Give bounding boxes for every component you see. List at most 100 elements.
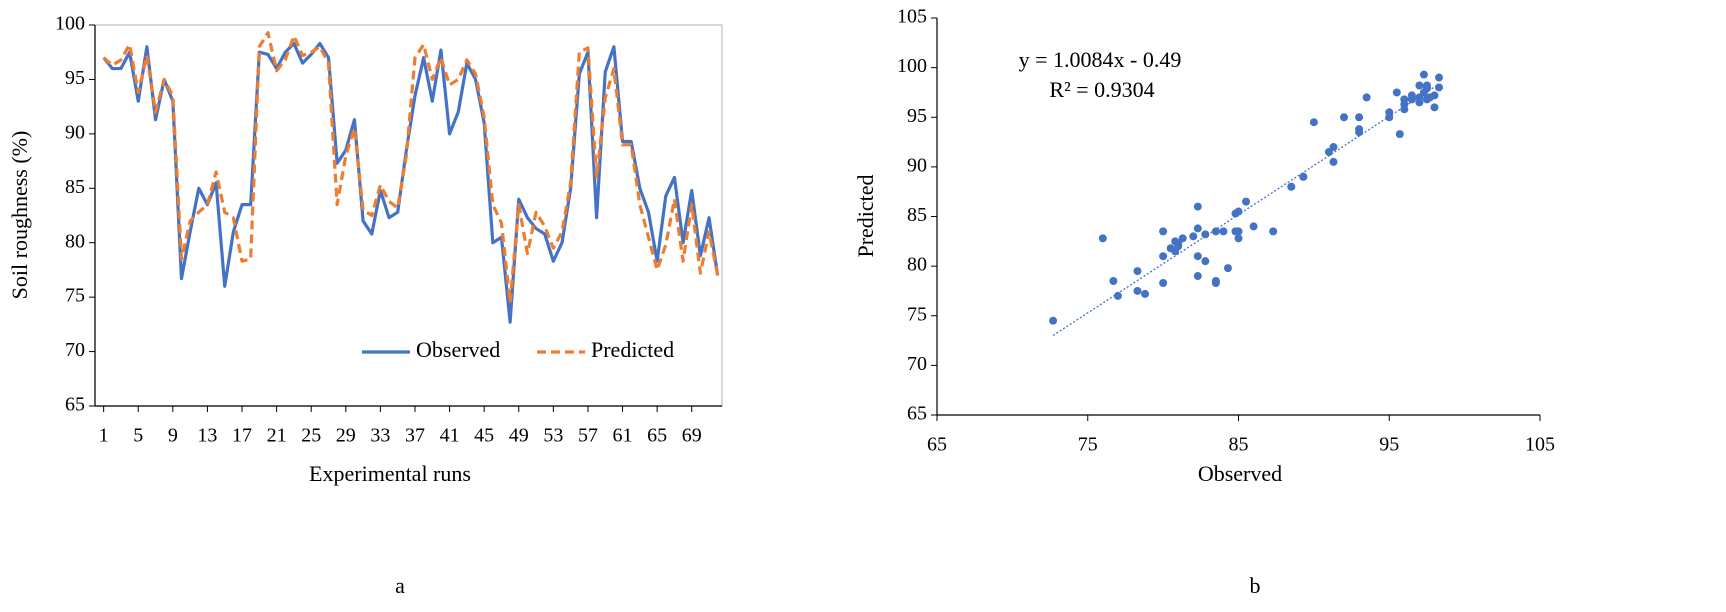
point [1269, 227, 1278, 236]
y-tick-label: 105 [897, 6, 927, 28]
point [1430, 103, 1439, 112]
point [1211, 227, 1220, 236]
x-tick-label: 5 [133, 425, 143, 447]
point [1415, 81, 1424, 90]
x-tick-label: 13 [197, 425, 217, 447]
y-tick-label: 65 [65, 394, 85, 416]
y-tick-label: 75 [65, 285, 85, 307]
x-tick-label: 57 [578, 425, 598, 447]
x-axis-label: Experimental runs [309, 461, 471, 486]
point [1193, 224, 1202, 233]
point [1434, 73, 1443, 82]
point [1133, 267, 1142, 276]
annotation: y = 1.0084x - 0.49 [1019, 47, 1182, 72]
x-tick-label: 21 [267, 425, 287, 447]
point [1193, 202, 1202, 211]
y-tick-label: 95 [907, 105, 927, 127]
point [1141, 289, 1150, 298]
point [1231, 227, 1240, 236]
point [1355, 113, 1364, 122]
point [1189, 232, 1198, 241]
point [1242, 197, 1251, 206]
point [1113, 291, 1122, 300]
point [1395, 130, 1404, 139]
point [1109, 277, 1118, 286]
y-tick-label: 100 [897, 55, 927, 77]
point [1201, 230, 1210, 239]
point [1287, 182, 1296, 191]
point [1299, 172, 1308, 181]
point [1049, 316, 1058, 325]
x-tick-label: 53 [543, 425, 563, 447]
point [1211, 277, 1220, 286]
point [1193, 272, 1202, 281]
point [1362, 93, 1371, 102]
x-tick-label: 37 [405, 425, 425, 447]
y-tick-label: 75 [907, 303, 927, 325]
x-tick-label: 1 [99, 425, 109, 447]
point [1434, 83, 1443, 92]
point [1234, 207, 1243, 216]
x-tick-label: 25 [301, 425, 321, 447]
point [1193, 252, 1202, 261]
point [1159, 227, 1168, 236]
trendline [1052, 83, 1440, 337]
x-tick-label: 45 [474, 425, 494, 447]
x-axis-label: Observed [1198, 461, 1282, 486]
point [1392, 88, 1401, 97]
point [1419, 70, 1428, 79]
point [1400, 105, 1409, 114]
point [1159, 252, 1168, 261]
panel-label: b [1250, 573, 1261, 598]
y-tick-label: 80 [907, 254, 927, 276]
y-tick-label: 100 [55, 13, 85, 35]
point [1385, 108, 1394, 117]
point [1133, 286, 1142, 295]
point [1422, 84, 1431, 93]
x-tick-label: 29 [336, 425, 356, 447]
x-tick-label: 61 [613, 425, 633, 447]
y-tick-label: 80 [65, 230, 85, 252]
y-tick-label: 70 [65, 339, 85, 361]
y-tick-label: 65 [907, 403, 927, 425]
x-tick-label: 49 [509, 425, 529, 447]
x-tick-label: 95 [1379, 434, 1399, 456]
point [1425, 93, 1434, 102]
point [1201, 257, 1210, 266]
x-tick-label: 41 [440, 425, 460, 447]
x-tick-label: 9 [168, 425, 178, 447]
legend-label: Predicted [591, 337, 674, 362]
point [1249, 222, 1258, 231]
series-line [102, 31, 720, 305]
point [1415, 98, 1424, 107]
x-tick-label: 105 [1525, 434, 1555, 456]
y-tick-label: 95 [65, 67, 85, 89]
x-tick-label: 85 [1229, 434, 1249, 456]
point [1234, 234, 1243, 243]
y-tick-label: 85 [65, 176, 85, 198]
series-line [102, 41, 720, 324]
x-tick-label: 65 [927, 434, 947, 456]
y-axis-label: Soil roughness (%) [7, 131, 32, 300]
point [1324, 147, 1333, 156]
x-tick-label: 17 [232, 425, 252, 447]
point [1098, 234, 1107, 243]
y-tick-label: 70 [907, 353, 927, 375]
point [1219, 227, 1228, 236]
y-tick-label: 85 [907, 204, 927, 226]
point [1178, 234, 1187, 243]
point [1223, 264, 1232, 273]
x-tick-label: 75 [1078, 434, 1098, 456]
x-tick-label: 69 [682, 425, 702, 447]
point [1309, 118, 1318, 127]
y-tick-label: 90 [65, 121, 85, 143]
point [1329, 157, 1338, 166]
y-tick-label: 90 [907, 154, 927, 176]
point [1355, 128, 1364, 137]
annotation: R² = 0.9304 [1049, 77, 1154, 102]
x-tick-label: 33 [370, 425, 390, 447]
point [1159, 278, 1168, 287]
x-tick-label: 65 [647, 425, 667, 447]
point [1340, 113, 1349, 122]
